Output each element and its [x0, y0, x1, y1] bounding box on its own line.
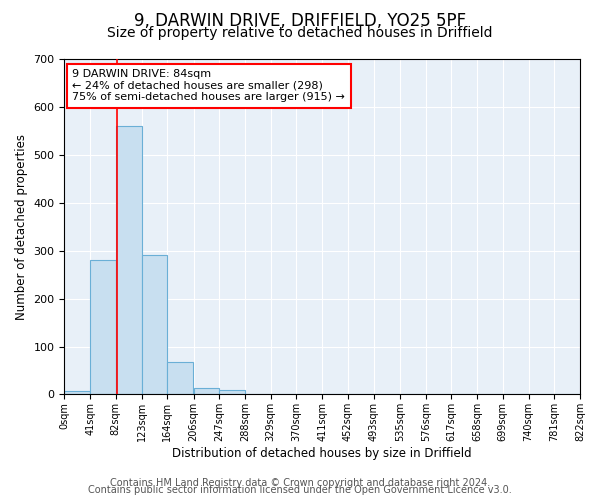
Bar	[90, 260, 116, 394]
Text: Contains HM Land Registry data © Crown copyright and database right 2024.: Contains HM Land Registry data © Crown c…	[110, 478, 490, 488]
Y-axis label: Number of detached properties: Number of detached properties	[15, 134, 28, 320]
Bar	[194, 388, 220, 394]
Bar	[167, 362, 193, 394]
Text: 9 DARWIN DRIVE: 84sqm
← 24% of detached houses are smaller (298)
75% of semi-det: 9 DARWIN DRIVE: 84sqm ← 24% of detached …	[72, 69, 345, 102]
Bar	[220, 390, 245, 394]
X-axis label: Distribution of detached houses by size in Driffield: Distribution of detached houses by size …	[172, 447, 472, 460]
Bar	[64, 390, 90, 394]
Text: Contains public sector information licensed under the Open Government Licence v3: Contains public sector information licen…	[88, 485, 512, 495]
Bar	[116, 126, 142, 394]
Bar	[142, 256, 167, 394]
Text: Size of property relative to detached houses in Driffield: Size of property relative to detached ho…	[107, 26, 493, 40]
Text: 9, DARWIN DRIVE, DRIFFIELD, YO25 5PF: 9, DARWIN DRIVE, DRIFFIELD, YO25 5PF	[134, 12, 466, 30]
